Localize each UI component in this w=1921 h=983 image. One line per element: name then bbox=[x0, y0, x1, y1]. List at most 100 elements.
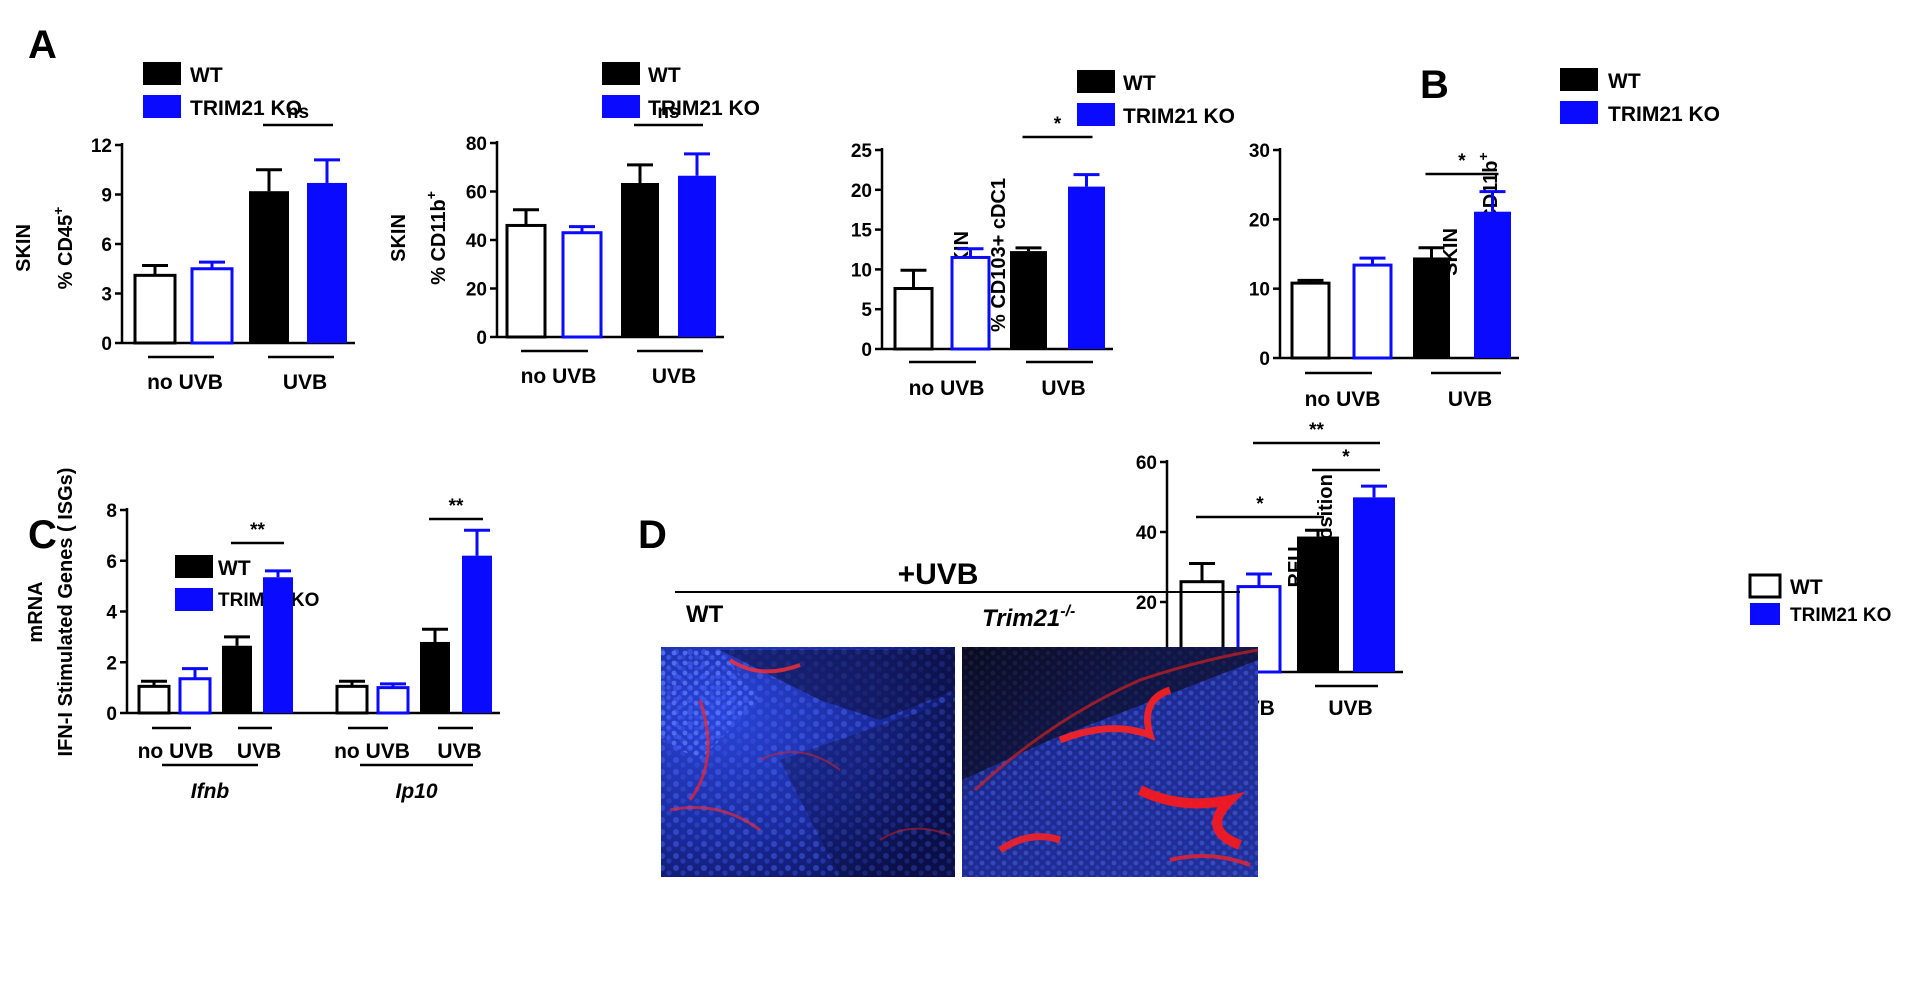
chart-cd45: 0 3 6 9 12 SKIN % CD45+ no UVB UVB ns bbox=[13, 102, 355, 394]
legend-label-ko: TRIM21 KO bbox=[648, 97, 760, 120]
bar-trim21-ko bbox=[1353, 497, 1395, 672]
y-tick-label: 9 bbox=[101, 186, 112, 207]
group-label: no UVB bbox=[147, 371, 223, 394]
y-axis-label-line2: IFN-I Stimulated Genes ( ISGs) bbox=[55, 468, 77, 757]
legend-label-ko: TRIM21 KO bbox=[1790, 605, 1891, 626]
y-tick-label: 12 bbox=[91, 136, 112, 157]
legend-swatch-ko bbox=[1560, 101, 1598, 124]
micrograph-panel: +UVB WT Trim21-/- bbox=[661, 558, 1259, 877]
panel-label-a: A bbox=[28, 23, 57, 67]
bar-wt bbox=[335, 684, 369, 715]
bar-trim21-ko bbox=[561, 231, 603, 339]
legend-d: WT TRIM21 KO bbox=[1748, 573, 1891, 626]
y-tick-label: 20 bbox=[1249, 210, 1270, 231]
y-tick-label: 10 bbox=[851, 260, 872, 281]
y-tick-label: 10 bbox=[1249, 280, 1270, 301]
chart-isg-mrna: 0 2 4 6 8 mRNA IFN-I Stimulated Genes ( ISGs) n… bbox=[25, 468, 500, 803]
micrograph-label-ko: Trim21-/- bbox=[982, 603, 1075, 632]
legend-label-wt: WT bbox=[1608, 70, 1641, 93]
y-axis-label-line1: mRNA bbox=[25, 581, 47, 642]
legend-a1: WT TRIM21 KO bbox=[143, 62, 302, 120]
group-label: UVB bbox=[237, 740, 281, 763]
group-label: UVB bbox=[437, 740, 481, 763]
micrograph-label-wt: WT bbox=[686, 601, 724, 628]
panel-label-b: B bbox=[1420, 63, 1449, 107]
legend-swatch-ko bbox=[143, 95, 181, 118]
y-axis-label-line1: SKIN bbox=[388, 214, 410, 262]
significance-label: * bbox=[1256, 494, 1264, 515]
group-label: no UVB bbox=[138, 740, 214, 763]
gene-label: Ifnb bbox=[191, 780, 230, 803]
y-tick-label: 20 bbox=[466, 280, 487, 301]
significance-label: * bbox=[1458, 151, 1466, 172]
group-label: no UVB bbox=[521, 365, 597, 388]
legend-swatch-wt bbox=[1748, 573, 1782, 599]
significance-label: * bbox=[1342, 447, 1350, 468]
legend-c: WT TRIM21 KO bbox=[175, 555, 319, 611]
chart-cd11b: 0 20 40 60 80 SKIN % CD11b+ no UVB UVB ns bbox=[388, 102, 724, 388]
legend-swatch-wt bbox=[1560, 68, 1598, 91]
bar-trim21-ko bbox=[1474, 211, 1511, 358]
bar-wt bbox=[137, 684, 171, 715]
bar-wt bbox=[893, 287, 934, 351]
bar-trim21-ko bbox=[263, 577, 293, 713]
bar-wt bbox=[621, 183, 659, 337]
group-label: UVB bbox=[283, 371, 327, 394]
group-label: UVB bbox=[1328, 697, 1372, 720]
bar-trim21-ko bbox=[1068, 186, 1105, 349]
y-tick-label: 25 bbox=[851, 141, 873, 162]
legend-swatch-wt bbox=[143, 62, 181, 85]
significance-label: ns bbox=[287, 102, 309, 123]
y-axis-label-line2: % CD11b+ bbox=[423, 191, 450, 285]
bar-wt bbox=[1010, 251, 1047, 349]
legend-label-wt: WT bbox=[1123, 72, 1156, 95]
legend-label-ko: TRIM21 KO bbox=[190, 97, 302, 120]
y-tick-label: 20 bbox=[1136, 593, 1157, 614]
y-tick-label: 0 bbox=[101, 334, 112, 355]
bar-wt bbox=[1413, 257, 1450, 358]
group-label: UVB bbox=[1448, 388, 1492, 411]
legend-label-wt: WT bbox=[218, 557, 251, 580]
micrograph-trim21-ko bbox=[962, 647, 1259, 877]
y-tick-label: 40 bbox=[466, 231, 487, 252]
bar-trim21-ko bbox=[462, 555, 492, 713]
bar-trim21-ko bbox=[307, 182, 347, 343]
panel-label-d: D bbox=[638, 513, 667, 557]
legend-swatch-ko bbox=[1077, 103, 1115, 126]
micrograph-header: +UVB bbox=[898, 558, 979, 591]
bar-wt bbox=[1297, 536, 1339, 672]
gene-label: Ip10 bbox=[395, 780, 437, 803]
bar-trim21-ko bbox=[678, 175, 716, 337]
legend-label-wt: WT bbox=[190, 64, 223, 87]
bar-wt bbox=[1290, 281, 1331, 360]
y-tick-label: 2 bbox=[106, 653, 117, 674]
y-tick-label: 6 bbox=[101, 235, 112, 256]
group-label: no UVB bbox=[1305, 388, 1381, 411]
y-tick-label: 8 bbox=[106, 501, 117, 522]
significance-label: ** bbox=[250, 520, 265, 541]
legend-a3: WT TRIM21 KO bbox=[1077, 70, 1235, 128]
legend-swatch-ko bbox=[602, 95, 640, 118]
group-label: no UVB bbox=[334, 740, 410, 763]
legend-label-ko: TRIM21 KO bbox=[1608, 103, 1720, 126]
group-label: UVB bbox=[1041, 377, 1085, 400]
bar-wt bbox=[133, 273, 177, 345]
y-tick-label: 0 bbox=[476, 328, 487, 349]
legend-swatch-wt bbox=[175, 555, 213, 578]
group-label: UVB bbox=[652, 365, 696, 388]
panel-label-c: C bbox=[28, 513, 57, 557]
significance-label: ** bbox=[449, 496, 464, 517]
y-axis-label-line2: % CD103+ cDC1 bbox=[988, 178, 1010, 332]
legend-swatch-ko bbox=[1750, 603, 1780, 625]
bar-trim21-ko bbox=[950, 255, 991, 351]
y-tick-label: 0 bbox=[861, 340, 872, 361]
y-tick-label: 0 bbox=[1259, 349, 1270, 370]
y-tick-label: 60 bbox=[1136, 453, 1157, 474]
y-tick-label: 15 bbox=[851, 221, 873, 242]
y-tick-label: 6 bbox=[106, 552, 117, 573]
bar-trim21-ko bbox=[190, 267, 234, 345]
significance-label: ** bbox=[1309, 420, 1324, 441]
y-tick-label: 30 bbox=[1249, 141, 1270, 162]
bar-trim21-ko bbox=[178, 677, 212, 715]
